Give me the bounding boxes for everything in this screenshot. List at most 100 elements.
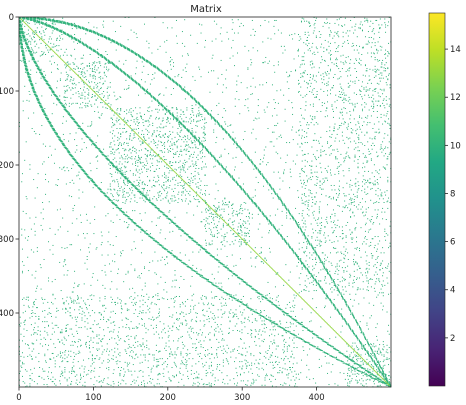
matrix-cell bbox=[182, 111, 184, 113]
matrix-cell bbox=[379, 350, 381, 352]
matrix-cell bbox=[329, 70, 331, 72]
matrix-cell bbox=[359, 288, 361, 290]
matrix-cell bbox=[363, 179, 365, 181]
matrix-cell bbox=[169, 184, 171, 186]
matrix-cell bbox=[329, 196, 331, 198]
matrix-cell bbox=[308, 266, 310, 268]
matrix-cell bbox=[309, 73, 311, 75]
matrix-cell bbox=[155, 181, 157, 183]
matrix-cell bbox=[376, 201, 378, 203]
matrix-cell bbox=[338, 140, 340, 142]
matrix-cell bbox=[276, 193, 278, 195]
matrix-cell bbox=[231, 299, 233, 301]
matrix-cell bbox=[161, 72, 163, 74]
matrix-cell bbox=[262, 174, 264, 176]
matrix-cell bbox=[125, 149, 127, 151]
matrix-cell bbox=[168, 377, 170, 379]
matrix-cell bbox=[373, 98, 375, 100]
matrix-cell bbox=[158, 68, 160, 70]
matrix-cell bbox=[378, 385, 380, 387]
matrix-cell bbox=[65, 330, 67, 332]
matrix-cell bbox=[245, 216, 247, 218]
matrix-cell bbox=[202, 295, 204, 297]
matrix-cell bbox=[256, 168, 258, 170]
matrix-cell bbox=[102, 35, 104, 37]
matrix-cell bbox=[191, 96, 193, 98]
matrix-cell bbox=[205, 227, 206, 229]
matrix-cell bbox=[174, 363, 176, 365]
matrix-cell bbox=[286, 348, 288, 350]
matrix-cell bbox=[44, 355, 46, 357]
matrix-cell bbox=[256, 167, 258, 169]
matrix-cell bbox=[190, 137, 192, 139]
matrix-cell bbox=[93, 31, 95, 33]
matrix-cell bbox=[41, 19, 43, 21]
matrix-cell bbox=[151, 65, 153, 67]
matrix-cell bbox=[151, 186, 153, 188]
matrix-cell bbox=[73, 352, 75, 354]
matrix-cell bbox=[80, 297, 82, 299]
matrix-cell bbox=[295, 219, 297, 221]
matrix-cell bbox=[260, 312, 262, 314]
matrix-cell bbox=[162, 329, 164, 331]
matrix-cell bbox=[329, 239, 331, 241]
matrix-cell bbox=[130, 50, 132, 52]
matrix-cell bbox=[331, 264, 333, 266]
matrix-cell bbox=[127, 196, 129, 198]
matrix-cell bbox=[148, 296, 150, 298]
matrix-cell bbox=[35, 18, 37, 20]
matrix-cell bbox=[141, 381, 143, 383]
matrix-cell bbox=[374, 354, 376, 356]
matrix-cell bbox=[181, 360, 183, 362]
matrix-cell bbox=[364, 179, 366, 181]
matrix-cell bbox=[322, 262, 324, 264]
matrix-cell bbox=[129, 189, 131, 191]
matrix-cell bbox=[202, 309, 204, 311]
matrix-cell bbox=[27, 296, 29, 298]
matrix-cell bbox=[316, 110, 318, 112]
matrix-cell bbox=[359, 370, 361, 372]
matrix-cell bbox=[372, 90, 374, 92]
matrix-cell bbox=[317, 123, 319, 125]
matrix-cell bbox=[112, 165, 113, 166]
matrix-cell bbox=[361, 331, 363, 333]
matrix-cell bbox=[257, 333, 259, 335]
matrix-cell bbox=[334, 215, 336, 217]
matrix-cell bbox=[175, 162, 177, 164]
matrix-cell bbox=[68, 354, 70, 356]
matrix-cell bbox=[129, 194, 131, 196]
matrix-cell bbox=[339, 111, 341, 113]
matrix-cell bbox=[57, 310, 59, 312]
matrix-cell bbox=[369, 68, 371, 70]
matrix-cell bbox=[135, 128, 137, 130]
matrix-cell bbox=[293, 219, 295, 221]
matrix-cell bbox=[306, 264, 308, 266]
matrix-cell bbox=[176, 318, 178, 320]
matrix-cell bbox=[87, 28, 89, 30]
matrix-cell bbox=[79, 26, 81, 28]
matrix-cell bbox=[283, 382, 285, 384]
matrix-cell bbox=[71, 24, 73, 26]
matrix-cell bbox=[348, 385, 350, 387]
matrix-cell bbox=[372, 360, 374, 362]
matrix-cell bbox=[333, 281, 335, 283]
matrix-cell bbox=[166, 167, 168, 169]
matrix-cell bbox=[178, 153, 180, 155]
matrix-cell bbox=[53, 21, 55, 23]
matrix-cell bbox=[100, 34, 102, 36]
matrix-cell bbox=[136, 121, 138, 123]
matrix-cell bbox=[196, 338, 198, 340]
matrix-cell bbox=[127, 48, 129, 50]
matrix-cell bbox=[270, 187, 272, 189]
matrix-cell bbox=[182, 356, 184, 358]
matrix-cell bbox=[158, 68, 160, 70]
matrix-cell bbox=[41, 54, 43, 56]
matrix-cell bbox=[27, 22, 29, 24]
matrix-cell bbox=[134, 158, 136, 160]
matrix-cell bbox=[21, 298, 23, 300]
matrix-cell bbox=[289, 361, 291, 363]
matrix-cell bbox=[330, 278, 332, 280]
matrix-cell bbox=[59, 380, 61, 382]
matrix-cell bbox=[222, 129, 224, 131]
matrix-cell bbox=[339, 281, 341, 283]
